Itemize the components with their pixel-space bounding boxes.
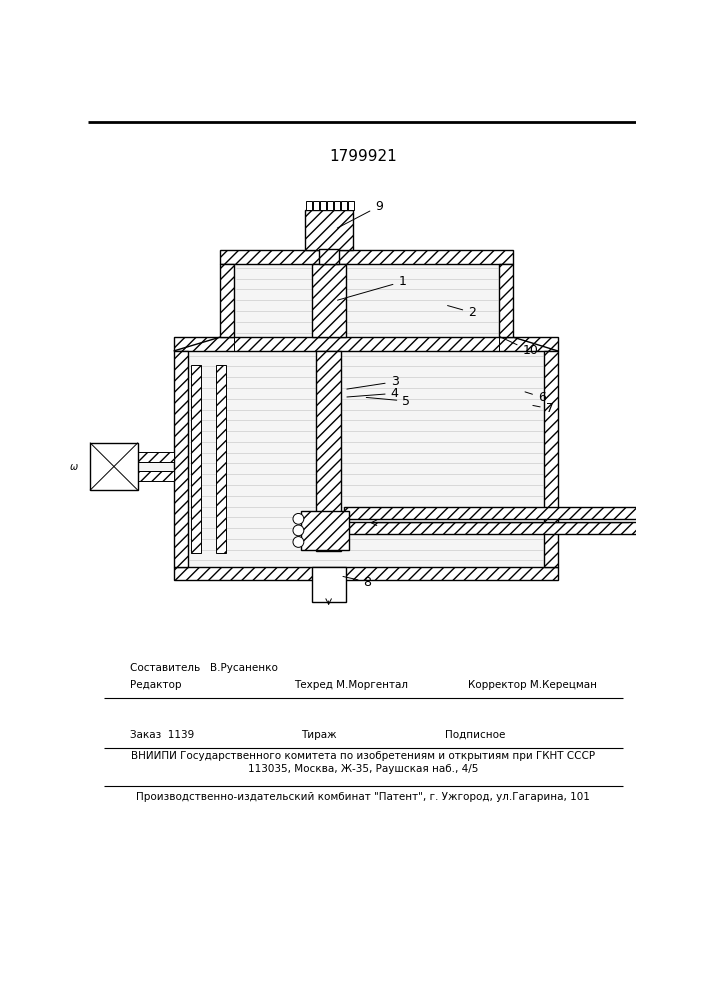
Text: 113035, Москва, Ж-35, Раушская наб., 4/5: 113035, Москва, Ж-35, Раушская наб., 4/5 <box>247 764 478 774</box>
Bar <box>216 365 226 553</box>
Text: Тираж: Тираж <box>301 730 337 740</box>
Bar <box>313 201 320 210</box>
Circle shape <box>293 513 304 524</box>
Bar <box>316 351 341 551</box>
Bar <box>327 201 333 210</box>
Bar <box>300 511 349 550</box>
Text: ω: ω <box>69 462 78 472</box>
Bar <box>234 264 499 337</box>
Text: 8: 8 <box>343 576 371 588</box>
Bar <box>319 249 339 264</box>
Bar <box>306 201 312 210</box>
Text: 10: 10 <box>500 337 538 358</box>
Text: Корректор М.Керецман: Корректор М.Керецман <box>468 680 597 690</box>
Bar <box>305 210 353 250</box>
Bar <box>312 264 346 337</box>
Bar <box>499 264 513 337</box>
Text: Производственно-издательский комбинат "Патент", г. Ужгород, ул.Гагарина, 101: Производственно-издательский комбинат "П… <box>136 792 590 802</box>
Bar <box>544 351 558 567</box>
Bar <box>344 522 647 534</box>
Text: 7: 7 <box>533 402 554 415</box>
Text: Составитель   В.Русаненко: Составитель В.Русаненко <box>130 663 278 673</box>
Bar <box>118 452 174 462</box>
Text: 2: 2 <box>448 306 476 319</box>
Polygon shape <box>647 507 661 534</box>
Text: Техред М.Моргентал: Техред М.Моргентал <box>293 680 408 690</box>
Text: 1799921: 1799921 <box>329 149 397 164</box>
Text: Редактор: Редактор <box>130 680 182 690</box>
Bar <box>192 365 201 553</box>
Text: 3: 3 <box>347 375 399 389</box>
Bar <box>320 201 327 210</box>
Text: Заказ  1139: Заказ 1139 <box>130 730 194 740</box>
Bar <box>187 351 544 567</box>
Text: 9: 9 <box>337 200 383 228</box>
Bar <box>174 337 558 351</box>
Bar <box>334 201 340 210</box>
Bar <box>312 567 346 602</box>
Text: 5: 5 <box>366 395 410 408</box>
Circle shape <box>293 537 304 547</box>
Bar <box>341 201 347 210</box>
Bar <box>220 250 513 264</box>
Bar <box>90 443 138 490</box>
Bar <box>220 264 234 337</box>
Text: ВНИИПИ Государственного комитета по изобретениям и открытиям при ГКНТ СССР: ВНИИПИ Государственного комитета по изоб… <box>131 751 595 761</box>
Bar <box>344 507 647 519</box>
Bar <box>118 462 174 471</box>
Bar <box>174 567 558 580</box>
Text: 4: 4 <box>347 387 399 400</box>
Text: 1: 1 <box>337 275 407 300</box>
Bar <box>348 201 354 210</box>
Text: Подписное: Подписное <box>445 730 506 740</box>
Polygon shape <box>661 507 669 534</box>
Bar <box>118 471 174 481</box>
Circle shape <box>293 525 304 536</box>
Bar <box>174 351 187 567</box>
Text: 6: 6 <box>525 391 546 404</box>
